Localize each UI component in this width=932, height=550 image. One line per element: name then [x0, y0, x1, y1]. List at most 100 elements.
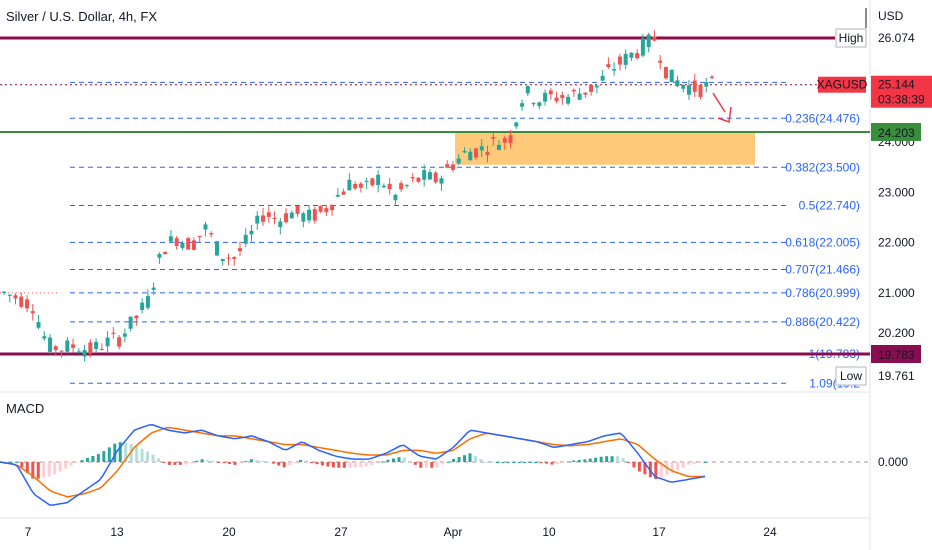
macd-histogram-bar	[69, 462, 73, 466]
macd-histogram-bar	[91, 455, 95, 462]
fib-level-label: 0.618(22.005)	[785, 235, 860, 249]
low-label-box	[835, 366, 867, 386]
candle-up	[335, 194, 340, 197]
macd-histogram-bar	[517, 462, 521, 463]
candle-down	[370, 178, 375, 186]
macd-histogram-bar	[473, 456, 477, 462]
candle-up	[376, 174, 381, 186]
macd-histogram-bar	[151, 454, 155, 462]
high-value: 26.074	[878, 31, 915, 45]
macd-histogram-bar	[561, 462, 565, 463]
candle-up	[36, 322, 41, 328]
candle-down	[59, 350, 64, 352]
macd-histogram-bar	[654, 462, 658, 479]
candle-up	[594, 85, 599, 88]
macd-histogram-bar	[14, 462, 18, 463]
macd-histogram-bar	[359, 462, 363, 467]
candle-up	[347, 179, 352, 191]
candle-up	[94, 341, 99, 349]
macd-histogram-bar	[397, 457, 401, 462]
candle-down	[117, 337, 122, 347]
candle-up	[65, 340, 70, 352]
macd-histogram-bar	[506, 462, 510, 463]
candle-down	[134, 315, 139, 319]
candle-up	[681, 84, 686, 89]
candle-up	[704, 82, 709, 87]
arrow-head	[717, 106, 732, 124]
candle-up	[612, 69, 617, 71]
macd-histogram-bar	[47, 462, 51, 477]
candle-down	[163, 251, 168, 255]
macd-histogram-bar	[228, 462, 232, 464]
axis-currency-label: USD	[878, 9, 904, 23]
axis-tick-label: 23.000	[878, 185, 915, 199]
macd-histogram-bar	[260, 460, 264, 462]
macd-histogram-bar	[555, 462, 559, 465]
symbol-badge	[818, 76, 866, 93]
time-tick-label: 27	[334, 525, 348, 539]
candle-down	[450, 164, 455, 170]
fib-level-label: 0.886(20.422)	[785, 315, 860, 329]
symbol-label: XAGUSD	[817, 78, 868, 92]
candle-down	[358, 183, 363, 188]
macd-histogram-bar	[665, 462, 669, 476]
macd-histogram-bar	[140, 448, 144, 462]
macd-histogram-bar	[687, 462, 691, 465]
candle-down	[71, 344, 76, 348]
macd-histogram-bar	[31, 462, 35, 479]
candle-up	[82, 350, 87, 357]
candle-down	[491, 137, 496, 139]
macd-histogram-bar	[113, 443, 117, 462]
candle-up	[479, 146, 484, 151]
candle-up	[42, 336, 47, 339]
candle-up	[180, 242, 185, 248]
candle-up	[76, 351, 81, 353]
macd-histogram-bar	[96, 454, 100, 462]
macd-histogram-bar	[659, 462, 663, 478]
candle-down	[266, 212, 271, 217]
macd-histogram-bar	[167, 462, 171, 465]
candle-down	[485, 152, 490, 155]
candle-down	[589, 84, 594, 92]
candle-down	[330, 204, 335, 211]
last-price-value: 25.144	[878, 78, 915, 92]
macd-histogram-bar	[610, 456, 614, 462]
candle-down	[272, 217, 277, 219]
candle-up	[497, 144, 502, 150]
candle-up	[307, 209, 312, 221]
macd-histogram-bar	[539, 462, 543, 463]
candle-down	[88, 342, 93, 354]
macd-histogram-bar	[146, 451, 150, 462]
macd-histogram-bar	[85, 457, 89, 462]
macd-histogram-bar	[698, 462, 702, 463]
candle-up	[462, 151, 467, 153]
macd-histogram-bar	[599, 456, 603, 462]
candle-down	[341, 191, 346, 195]
macd-histogram-bar	[124, 443, 128, 462]
candle-up	[2, 291, 6, 294]
macd-histogram-bar	[424, 462, 428, 468]
candle-down	[617, 56, 622, 65]
macd-histogram-bar	[402, 457, 406, 462]
candle-down	[99, 348, 104, 350]
candle-down	[25, 299, 30, 309]
candle-down	[353, 183, 358, 189]
macd-histogram-bar	[326, 462, 330, 467]
candle-down	[284, 213, 289, 223]
macd-signal-line	[0, 426, 705, 498]
macd-histogram-bar	[184, 462, 188, 465]
candle-down	[560, 94, 565, 99]
macd-histogram-bar	[64, 462, 68, 469]
candle-up	[301, 213, 306, 222]
candle-up	[157, 254, 162, 258]
candle-down	[261, 215, 266, 222]
candle-down	[19, 296, 24, 307]
macd-histogram-bar	[391, 458, 395, 462]
candle-down	[226, 257, 231, 259]
candle-up	[255, 215, 260, 224]
macd-histogram-bar	[452, 458, 456, 462]
candle-up	[646, 34, 651, 47]
macd-histogram-bar	[320, 462, 324, 466]
low-value: 19.761	[878, 369, 915, 383]
